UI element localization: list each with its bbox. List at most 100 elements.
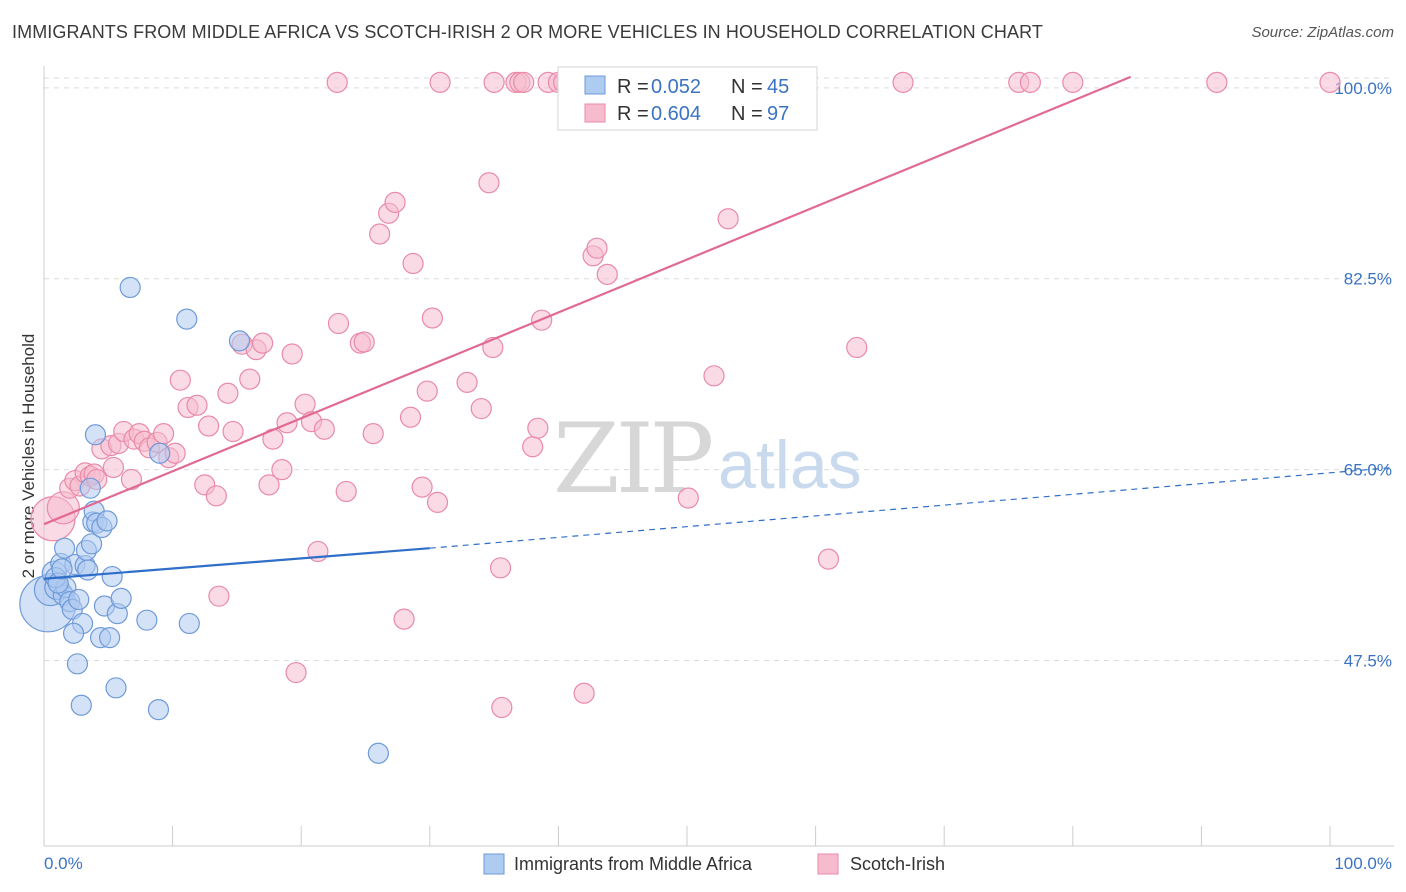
- middle-africa-point-34: [147, 699, 170, 721]
- trend-line-scotch-irish: [43, 75, 1132, 526]
- scotch-irish-point-35: [252, 332, 274, 354]
- scotch-irish-point-78: [817, 548, 840, 570]
- scotch-irish-point-53: [384, 191, 406, 213]
- legend-swatch-middle-africa: [483, 853, 505, 875]
- middle-africa-point-37: [178, 612, 200, 635]
- scotch-irish-point-77: [846, 336, 868, 359]
- middle-africa-point-28: [98, 627, 121, 649]
- middle-africa-point-13: [70, 694, 92, 716]
- scotch-irish-point-80: [429, 71, 451, 93]
- middle-africa-point-19: [80, 533, 103, 555]
- scotch-irish-point-41: [285, 661, 307, 684]
- scotch-irish-point-72: [586, 237, 608, 259]
- scotch-irish-point-63: [478, 172, 500, 194]
- x-tick-labels: 0.0% 100.0%: [44, 854, 1392, 873]
- middle-africa-point-29: [101, 565, 123, 588]
- x-tick-label-min: 0.0%: [44, 854, 83, 873]
- series-scotch-irish-points: [30, 71, 1341, 719]
- scotch-irish-point-54: [393, 608, 415, 630]
- middle-africa-point-36: [176, 308, 198, 330]
- scotch-irish-point-60: [426, 491, 449, 513]
- stats-n-value-blue: 45: [767, 76, 789, 98]
- series-middle-africa-points: [19, 276, 389, 764]
- middle-africa-point-12: [68, 588, 90, 611]
- scotch-irish-point-51: [369, 223, 391, 245]
- scotch-irish-point-29: [208, 585, 230, 607]
- x-ticks: [172, 826, 1331, 846]
- scotch-irish-point-28: [205, 485, 227, 507]
- stats-legend-swatch-pink: [584, 103, 606, 123]
- scotch-irish-point-95: [1206, 71, 1228, 93]
- y-axis-label: 2 or more Vehicles in Household: [19, 334, 38, 579]
- scotch-irish-point-50: [362, 423, 384, 445]
- scotch-irish-point-67: [522, 436, 544, 458]
- stats-r-value-blue: 0.052: [651, 76, 701, 98]
- scotch-irish-point-62: [470, 397, 492, 420]
- legend-label-scotch-irish: Scotch-Irish: [850, 854, 945, 874]
- stats-legend-swatch-blue: [584, 75, 606, 95]
- y-tick-label-1: 65.0%: [1344, 461, 1392, 480]
- scotch-irish-point-27: [198, 415, 220, 437]
- scotch-irish-point-94: [1062, 71, 1084, 93]
- middle-africa-point-6: [53, 537, 76, 559]
- middle-africa-point-44: [62, 622, 85, 644]
- y-tick-label-3: 100.0%: [1334, 79, 1392, 98]
- scotch-irish-point-58: [416, 380, 438, 402]
- scotch-irish-point-91: [892, 71, 914, 93]
- scotch-irish-point-75: [703, 365, 725, 387]
- legend-swatch-scotch-irish: [817, 853, 839, 875]
- scotch-irish-point-31: [222, 420, 244, 443]
- scotch-irish-point-20: [152, 423, 175, 445]
- chart-title: IMMIGRANTS FROM MIDDLE AFRICA VS SCOTCH-…: [12, 22, 1043, 42]
- scotch-irish-point-23: [169, 369, 191, 391]
- middle-africa-point-27: [96, 510, 118, 532]
- middle-africa-point-35: [149, 442, 171, 464]
- x-tick-label-max: 100.0%: [1334, 854, 1392, 873]
- scotch-irish-point-25: [186, 394, 208, 416]
- stats-legend: R = 0.052 N = 45 R = 0.604 N = 97: [557, 66, 818, 131]
- source-credit: Source: ZipAtlas.com: [1251, 24, 1394, 41]
- scotch-irish-point-84: [513, 71, 535, 93]
- stats-r-value-pink: 0.604: [651, 103, 701, 125]
- stats-n-label-pink: N =: [731, 103, 763, 125]
- watermark-atlas: atlas: [718, 427, 862, 503]
- scotch-irish-point-65: [489, 557, 512, 579]
- middle-africa-point-30: [105, 677, 127, 699]
- y-tick-labels: 47.5% 65.0% 82.5% 100.0%: [1334, 79, 1392, 671]
- scotch-irish-point-39: [276, 412, 298, 434]
- middle-africa-point-11: [66, 653, 89, 675]
- scotch-irish-point-81: [483, 71, 505, 93]
- scotch-irish-point-56: [402, 252, 424, 275]
- scotch-irish-point-73: [596, 263, 618, 285]
- middle-africa-point-38: [228, 330, 251, 352]
- scotch-irish-point-74: [677, 487, 699, 509]
- scotch-irish-point-14: [120, 468, 143, 491]
- scotch-irish-point-79: [326, 71, 348, 93]
- stats-r-label-blue: R =: [617, 76, 649, 98]
- scotch-irish-point-45: [313, 418, 335, 440]
- scotch-irish-point-40: [281, 343, 303, 365]
- stats-n-value-pink: 97: [767, 103, 789, 125]
- y-tick-label-0: 47.5%: [1344, 652, 1392, 671]
- scotch-irish-point-38: [271, 459, 293, 481]
- middle-africa-point-43: [51, 558, 73, 580]
- y-tick-label-2: 82.5%: [1344, 270, 1392, 289]
- scotch-irish-point-66: [491, 696, 513, 719]
- axes: [43, 66, 1394, 847]
- scotch-irish-point-93: [1019, 71, 1041, 93]
- scotch-irish-point-30: [217, 382, 239, 404]
- watermark: ZIP atlas: [553, 403, 862, 515]
- legend-label-middle-africa: Immigrants from Middle Africa: [514, 854, 753, 874]
- scotch-irish-point-46: [327, 312, 350, 335]
- scotch-irish-point-57: [411, 476, 433, 498]
- scotch-irish-point-70: [573, 682, 595, 704]
- scotch-irish-point-61: [456, 371, 478, 393]
- scotch-irish-point-76: [717, 208, 739, 230]
- series-legend: Immigrants from Middle Africa Scotch-Iri…: [483, 853, 945, 875]
- middle-africa-point-32: [110, 587, 132, 609]
- middle-africa-point-18: [79, 477, 101, 499]
- scotch-irish-point-11: [102, 456, 125, 479]
- trend-line-middle-africa-extension: [429, 466, 1395, 549]
- middle-africa-point-39: [367, 742, 389, 764]
- scotch-irish-point-96: [1319, 71, 1341, 93]
